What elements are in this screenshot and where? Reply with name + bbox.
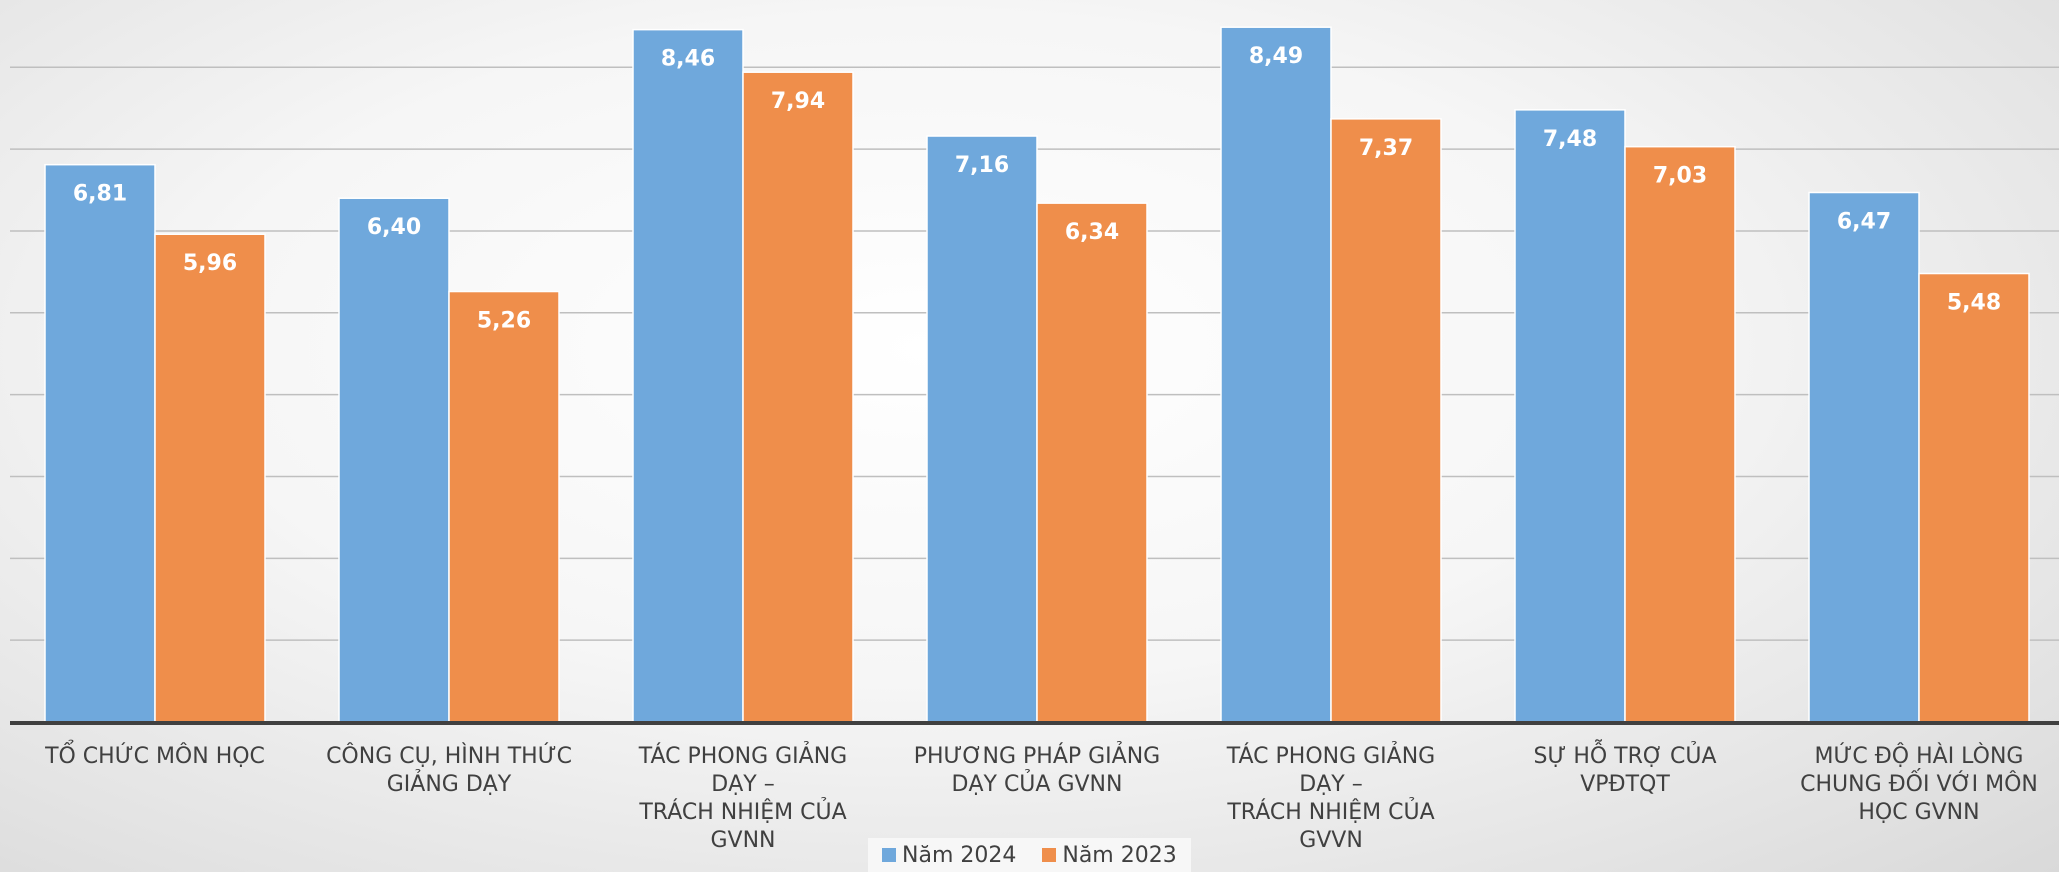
value-label-2024-0: 6,81 [73, 182, 127, 207]
value-label-2023-3: 6,34 [1065, 220, 1119, 245]
value-label-2024-5: 7,48 [1543, 127, 1597, 152]
legend-label-2024: Năm 2024 [902, 842, 1017, 868]
value-label-2024-1: 6,40 [367, 215, 421, 240]
bar-2023-0 [154, 233, 266, 723]
legend: Năm 2024 Năm 2023 [868, 838, 1191, 872]
bar-2023-3 [1036, 202, 1148, 723]
bar-2024-1 [338, 197, 450, 723]
legend-swatch-2023 [1042, 848, 1057, 862]
bar-2023-6 [1918, 272, 2030, 723]
data-labels: 6,81 5,96 6,40 5,26 8,46 7,94 7,16 6,34 8,49 7,37… [73, 44, 2001, 333]
value-label-2023-1: 5,26 [477, 309, 531, 334]
legend-label-2023: Năm 2023 [1062, 842, 1177, 868]
value-label-2023-0: 5,96 [183, 251, 237, 276]
category-label-6: MỨC ĐỘ HÀI LÒNG CHUNG ĐỐI VỚI MÔN HỌC GV… [1800, 744, 2038, 825]
bar-2023-5 [1624, 145, 1736, 723]
bar-2024-0 [44, 163, 156, 723]
value-label-2023-4: 7,37 [1359, 136, 1413, 161]
bar-2024-3 [926, 135, 1038, 723]
value-label-2024-6: 6,47 [1837, 210, 1891, 235]
value-label-2024-2: 8,46 [661, 47, 715, 72]
bar-2023-4 [1330, 118, 1442, 723]
value-label-2023-5: 7,03 [1653, 164, 1707, 189]
category-label-4: TÁC PHONG GIẢNG DẠY – TRÁCH NHIỆM CỦA GV… [1226, 744, 1436, 853]
value-label-2024-4: 8,49 [1249, 44, 1303, 69]
legend-item-2023: Năm 2023 [1042, 842, 1177, 868]
category-label-1: CÔNG CỤ, HÌNH THỨC GIẢNG DẠY [326, 744, 572, 797]
category-label-3: PHƯƠNG PHÁP GIẢNG DẠY CỦA GVNN [913, 744, 1161, 797]
bar-2024-5 [1514, 109, 1626, 723]
legend-swatch-2024 [882, 848, 896, 862]
value-label-2023-2: 7,94 [771, 89, 825, 114]
bar-2024-2 [632, 28, 744, 723]
category-label-5: SỰ HỖ TRỢ CỦA VPĐTQT [1533, 744, 1717, 797]
bar-2023-2 [742, 71, 854, 723]
legend-item-2024: Năm 2024 [882, 843, 1016, 868]
bars [44, 26, 2030, 723]
bar-2023-1 [448, 290, 560, 723]
value-label-2023-6: 5,48 [1947, 291, 2001, 316]
bar-2024-6 [1808, 191, 1920, 723]
category-label-2: TÁC PHONG GIẢNG DẠY – TRÁCH NHIỆM CỦA GV… [638, 744, 848, 853]
value-label-2024-3: 7,16 [955, 153, 1009, 178]
bar-2024-4 [1220, 26, 1332, 723]
category-label-0: TỔ CHỨC MÔN HỌC [45, 744, 265, 769]
